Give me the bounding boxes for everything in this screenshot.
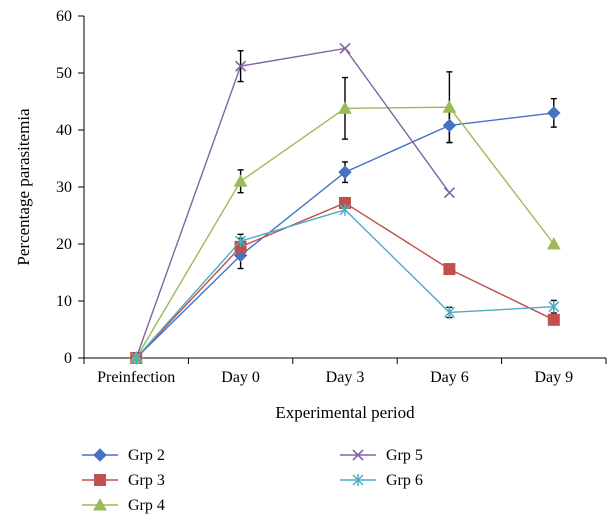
data-point (338, 101, 352, 114)
data-point (546, 236, 561, 250)
legend-label: Grp 5 (386, 447, 423, 464)
legend-label: Grp 6 (386, 472, 423, 489)
y-tick-label: 40 (56, 122, 72, 139)
data-point (443, 263, 456, 276)
x-tick-label: Preinfection (97, 369, 175, 386)
data-point (442, 100, 457, 113)
legend-item: Grp 2 (82, 447, 165, 464)
data-point (547, 313, 560, 326)
x-tick-label: Day 3 (326, 369, 365, 386)
data-point (443, 306, 455, 319)
series-line-4 (135, 47, 450, 359)
legend: Grp 2 Grp 3 Grp 4 Grp 5 Grp 6 (82, 447, 423, 514)
series-layer (129, 42, 561, 365)
legend-marker (352, 474, 364, 486)
legend-marker (93, 497, 107, 511)
y-tick-label: 0 (64, 350, 72, 367)
series-line-2 (135, 202, 555, 359)
legend-item: Grp 5 (340, 447, 423, 464)
y-axis-title: Percentage parasitemia (14, 108, 33, 266)
x-tick-label: Day 0 (221, 369, 260, 386)
legend-item: Grp 3 (82, 472, 165, 489)
legend-label: Grp 2 (128, 447, 165, 464)
data-point (443, 187, 455, 199)
x-tick-label: Day 9 (534, 369, 573, 386)
data-point (130, 352, 142, 364)
y-tick-label: 30 (56, 179, 72, 196)
x-tick-label: Day 6 (430, 369, 469, 386)
y-tick-label: 20 (56, 236, 72, 253)
data-point (548, 300, 560, 313)
x-axis-title: Experimental period (275, 403, 415, 422)
data-point (233, 174, 248, 187)
data-point (235, 235, 247, 248)
data-point (442, 118, 457, 133)
y-tick-label: 50 (56, 65, 72, 82)
legend-label: Grp 4 (128, 497, 165, 514)
legend-label: Grp 3 (128, 472, 165, 489)
y-axis-ticks: 0 10 20 30 40 50 60 (56, 8, 84, 367)
data-point (235, 60, 247, 72)
data-point (339, 203, 351, 216)
legend-marker (93, 448, 107, 462)
legend-item: Grp 6 (340, 472, 423, 489)
y-tick-label: 10 (56, 293, 72, 310)
legend-marker (352, 449, 364, 461)
data-point (339, 42, 351, 55)
data-point (338, 165, 352, 179)
series-line-3 (135, 106, 555, 359)
series-line-5 (135, 209, 554, 359)
y-tick-label: 60 (56, 8, 72, 25)
legend-item: Grp 4 (82, 497, 165, 514)
legend-marker (94, 474, 106, 486)
x-axis-ticks: Preinfection Day 0 Day 3 Day 6 Day 9 (83, 358, 607, 386)
data-point (547, 106, 561, 120)
series-line-1 (135, 112, 554, 359)
